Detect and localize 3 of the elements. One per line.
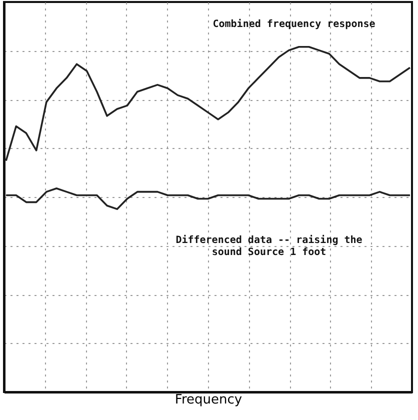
annotation: Differenced data -- raising the sound Source 1 foot <box>176 234 362 258</box>
text: Combined frequency response <box>212 18 376 30</box>
x-axis-title: Frequency <box>174 392 242 408</box>
